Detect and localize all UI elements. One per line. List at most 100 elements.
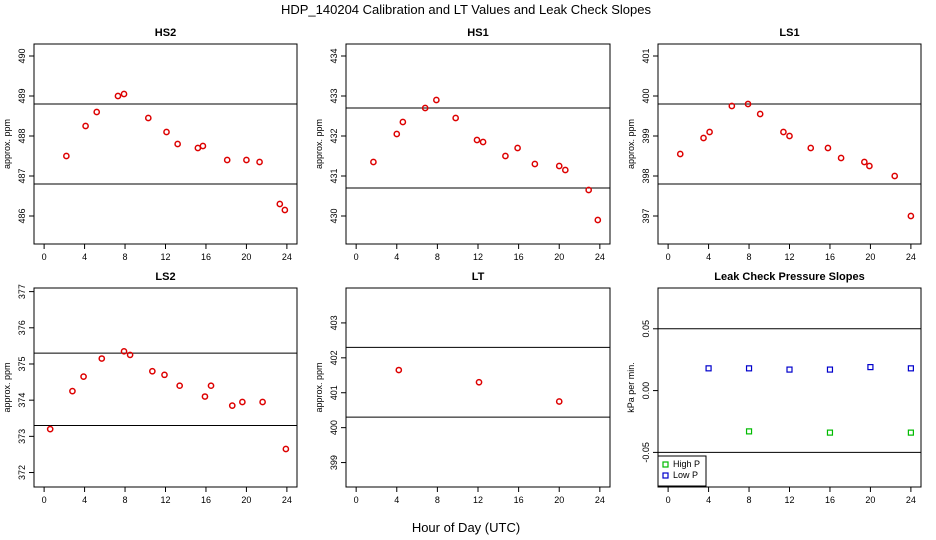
panel-hs1-point-14 [594, 216, 602, 224]
panel-hs1-point-6 [473, 136, 481, 144]
panel-leak-check-pressure-slopes-xtick-label-16: 16 [825, 495, 835, 505]
panel-ls2: LS2 0 4 8 12 16 20 24 372 373 374 375 376 377 approx. … [2, 271, 298, 505]
panel-lt-ytick-label-4: 403 [329, 315, 339, 330]
panel-ls1-xtick-label-24: 24 [906, 252, 916, 262]
panel-ls2-ytick-label-1: 373 [17, 429, 27, 444]
panel-lt-ytick-label-0: 399 [329, 455, 339, 470]
panel-ls1-point-4 [744, 100, 752, 108]
panel-leak-check-pressure-slopes-low-p-point-4 [867, 364, 874, 371]
panel-lt-xtick-label-0: 0 [354, 495, 359, 505]
panel-hs1-ylabel: approx. ppm [314, 119, 324, 169]
panel-ls1-point-0 [676, 150, 684, 158]
panel-hs2-point-7 [174, 140, 181, 148]
panel-hs2-point-11 [243, 156, 250, 164]
panel-hs2-xtick-label-12: 12 [160, 252, 170, 262]
panel-leak-check-pressure-slopes-ytick-label-1: 0.00 [641, 382, 651, 400]
panel-ls2-point-5 [126, 351, 134, 359]
panel-hs1-point-9 [514, 144, 521, 152]
panel-ls1-point-12 [866, 162, 873, 170]
panel-hs1-xtick-label-4: 4 [394, 252, 399, 262]
panel-leak-check-pressure-slopes-low-p-point-3 [826, 366, 834, 373]
panel-ls2-frame [33, 287, 298, 488]
panel-ls2-ytick-label-2: 374 [17, 393, 27, 408]
panel-hs2-point-2 [93, 108, 101, 116]
panel-ls2-xtick-label-4: 4 [82, 495, 87, 505]
panel-leak-check-pressure-slopes-legend-marker-high-p [662, 461, 669, 468]
panel-hs2-title: HS2 [155, 27, 176, 39]
panel-leak-check-pressure-slopes-high-p-point-2 [907, 429, 914, 436]
panel-leak-check-pressure-slopes: Leak Check Pressure Slopes 0 4 8 12 16 20 24 -0.… [626, 271, 922, 505]
panel-ls2-xtick-label-20: 20 [241, 495, 251, 505]
panel-ls2-point-3 [98, 355, 106, 362]
panel-hs2-xtick-label-0: 0 [42, 252, 47, 262]
panel-ls2-xtick-label-24: 24 [282, 495, 292, 505]
panel-hs2-frame [33, 43, 298, 245]
panel-hs1-xtick-label-12: 12 [473, 252, 483, 262]
panel-hs2-xtick-label-8: 8 [123, 252, 128, 262]
panel-hs2-ytick-label-1: 487 [17, 168, 27, 183]
panel-hs1-xtick-label-8: 8 [435, 252, 440, 262]
panel-leak-check-pressure-slopes-legend-marker-low-p [662, 472, 669, 479]
panel-ls2-point-6 [149, 367, 156, 375]
panel-ls1-xtick-label-0: 0 [666, 252, 671, 262]
panel-hs2-point-13 [276, 200, 284, 208]
panel-ls1-xtick-label-12: 12 [784, 252, 794, 262]
panel-leak-check-pressure-slopes-low-p-point-2 [786, 366, 793, 373]
panel-lt-ytick-label-2: 401 [329, 385, 339, 400]
panel-hs2-point-14 [281, 206, 289, 214]
panel-ls1-xtick-label-4: 4 [706, 252, 711, 262]
panel-ls2-point-2 [80, 373, 87, 380]
panel-ls1-point-8 [807, 144, 815, 152]
panel-hs1-xtick-label-16: 16 [514, 252, 524, 262]
panel-hs1-frame [345, 43, 611, 245]
panel-hs1-ytick-label-3: 433 [329, 88, 339, 103]
panel-ls2-point-10 [207, 382, 215, 390]
panel-ls2-point-1 [69, 387, 76, 395]
panel-ls1-ytick-label-1: 398 [641, 168, 651, 183]
panel-ls1-xtick-label-20: 20 [865, 252, 875, 262]
panel-hs1-ytick-label-1: 431 [329, 168, 339, 183]
figure-xlabel: Hour of Day (UTC) [412, 520, 520, 535]
panel-ls2-xtick-label-0: 0 [42, 495, 47, 505]
panel-ls1-point-10 [837, 154, 845, 162]
panel-ls1-point-9 [824, 144, 832, 152]
panel-lt-title: LT [472, 271, 485, 283]
panel-hs1-title: HS1 [467, 27, 488, 39]
panel-ls1-point-2 [706, 128, 713, 136]
panel-ls2-point-13 [259, 398, 266, 406]
panel-ls2-xtick-label-12: 12 [160, 495, 170, 505]
panel-ls2-point-12 [239, 398, 246, 406]
panel-hs1-xtick-label-20: 20 [554, 252, 564, 262]
panel-ls2-xtick-label-16: 16 [201, 495, 211, 505]
panel-ls1-point-1 [700, 134, 707, 142]
panel-ls1-ylabel: approx. ppm [626, 119, 636, 169]
panel-ls1-point-5 [756, 110, 764, 118]
panel-ls2-xtick-label-8: 8 [123, 495, 128, 505]
panel-leak-check-pressure-slopes-xtick-label-12: 12 [784, 495, 794, 505]
panel-leak-check-pressure-slopes-ytick-label-2: 0.05 [641, 320, 651, 338]
panel-ls1-point-3 [728, 102, 736, 110]
panel-ls2-title: LS2 [155, 271, 175, 283]
panel-ls2-point-7 [161, 371, 168, 379]
panel-hs2-point-4 [120, 90, 128, 98]
panel-hs1-point-8 [502, 152, 509, 160]
panel-hs1-point-3 [421, 104, 429, 112]
panel-hs2-point-9 [199, 142, 207, 150]
panel-hs1-point-12 [561, 166, 569, 174]
panel-hs1: HS1 0 4 8 12 16 20 24 430 431 432 433 434 approx. ppm [314, 27, 611, 262]
panel-hs2-ytick-label-4: 490 [17, 48, 27, 63]
panel-hs2-ytick-label-0: 486 [17, 208, 27, 223]
panel-hs1-point-2 [399, 118, 407, 126]
panel-hs1-point-0 [370, 158, 377, 166]
panel-leak-check-pressure-slopes-title: Leak Check Pressure Slopes [714, 271, 864, 283]
panel-ls2-point-4 [120, 347, 128, 355]
panel-leak-check-pressure-slopes-xtick-label-20: 20 [865, 495, 875, 505]
panel-ls1-xtick-label-8: 8 [747, 252, 752, 262]
panel-lt-xtick-label-8: 8 [435, 495, 440, 505]
panel-hs2-ylabel: approx. ppm [2, 119, 12, 169]
panel-hs1-xtick-label-0: 0 [354, 252, 359, 262]
panel-hs2-xtick-label-4: 4 [82, 252, 87, 262]
panel-leak-check-pressure-slopes-ylabel: kPa per min. [626, 362, 636, 413]
panel-lt-ylabel: approx. ppm [314, 362, 324, 412]
